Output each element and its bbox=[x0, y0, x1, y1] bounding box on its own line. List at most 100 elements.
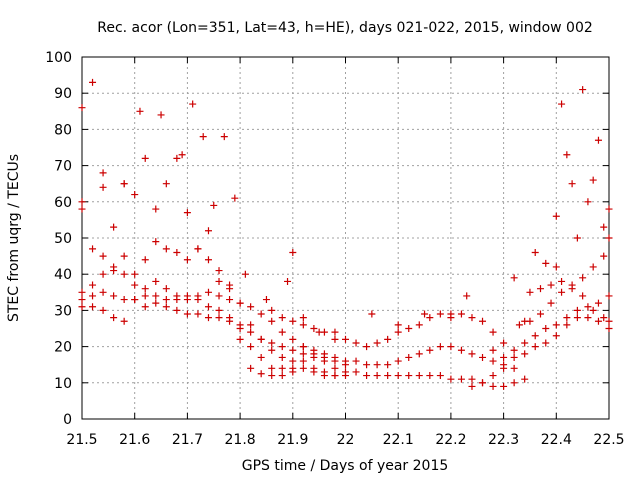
data-point bbox=[183, 310, 191, 318]
series-satellite-13 bbox=[526, 277, 613, 325]
data-point bbox=[536, 285, 544, 293]
data-point bbox=[500, 364, 508, 372]
data-point bbox=[299, 314, 307, 322]
data-point bbox=[89, 245, 97, 253]
data-point bbox=[415, 372, 423, 380]
data-point bbox=[78, 104, 86, 112]
data-point bbox=[194, 292, 202, 300]
data-point bbox=[489, 346, 497, 354]
data-point bbox=[489, 328, 497, 336]
data-point bbox=[552, 263, 560, 271]
data-point bbox=[547, 281, 555, 289]
data-point bbox=[236, 299, 244, 307]
data-point bbox=[542, 325, 550, 332]
data-point bbox=[568, 285, 576, 293]
data-point bbox=[110, 223, 118, 231]
y-tick-label: 0 bbox=[63, 412, 72, 428]
y-tick-label: 50 bbox=[54, 231, 72, 247]
data-point bbox=[331, 335, 339, 343]
data-point bbox=[247, 328, 255, 336]
data-point bbox=[500, 339, 508, 347]
data-point bbox=[552, 321, 560, 329]
data-point bbox=[89, 292, 97, 300]
data-point bbox=[363, 343, 371, 351]
x-tick-label: 22.1 bbox=[383, 432, 414, 448]
data-point bbox=[141, 154, 149, 162]
x-tick-label: 22.2 bbox=[435, 432, 466, 448]
data-point bbox=[447, 343, 455, 351]
data-point bbox=[141, 303, 149, 311]
data-point bbox=[289, 248, 297, 256]
data-point bbox=[536, 310, 544, 318]
data-point bbox=[99, 252, 107, 260]
data-point bbox=[573, 314, 581, 322]
data-point bbox=[241, 270, 249, 278]
data-point bbox=[215, 306, 223, 314]
data-point bbox=[436, 343, 444, 351]
axis-ticks bbox=[81, 56, 610, 420]
data-point bbox=[257, 370, 265, 378]
data-point bbox=[141, 285, 149, 293]
data-points bbox=[78, 78, 613, 390]
data-point bbox=[384, 361, 392, 369]
data-point bbox=[463, 292, 471, 300]
x-tick-label: 22 bbox=[337, 432, 355, 448]
data-point bbox=[436, 372, 444, 380]
data-point bbox=[194, 310, 202, 318]
data-point bbox=[531, 343, 539, 351]
data-point bbox=[236, 335, 244, 343]
data-point bbox=[426, 314, 434, 322]
data-point bbox=[526, 288, 534, 296]
data-point bbox=[542, 259, 550, 267]
data-point bbox=[457, 310, 465, 318]
data-point bbox=[405, 325, 413, 332]
data-point bbox=[278, 353, 286, 361]
data-point bbox=[510, 353, 518, 361]
x-tick-label: 21.9 bbox=[277, 432, 308, 448]
data-point bbox=[352, 357, 360, 365]
data-point bbox=[468, 350, 476, 358]
data-point bbox=[152, 277, 160, 285]
data-point bbox=[289, 357, 297, 365]
data-point bbox=[521, 375, 529, 383]
x-tick-label: 22.5 bbox=[593, 432, 624, 448]
data-point bbox=[199, 133, 207, 141]
data-point bbox=[331, 328, 339, 336]
chart-title: Rec. acor (Lon=351, Lat=43, h=HE), days … bbox=[97, 20, 593, 36]
data-point bbox=[299, 343, 307, 351]
data-point bbox=[415, 321, 423, 329]
data-point bbox=[421, 310, 429, 318]
data-point bbox=[342, 335, 349, 343]
data-point bbox=[247, 343, 255, 351]
series-satellite-7 bbox=[268, 306, 529, 358]
data-point bbox=[563, 321, 571, 329]
data-point bbox=[558, 100, 566, 108]
data-point bbox=[183, 256, 191, 264]
x-tick-label: 21.6 bbox=[119, 432, 150, 448]
data-point bbox=[584, 303, 592, 311]
series-satellite-14 bbox=[531, 314, 613, 351]
data-point bbox=[579, 86, 587, 94]
data-point bbox=[331, 353, 339, 361]
data-point bbox=[89, 281, 97, 289]
y-tick-labels: 0 10 20 30 40 50 60 70 80 90 100 bbox=[45, 50, 72, 428]
x-axis-title: GPS time / Days of year 2015 bbox=[242, 458, 449, 474]
data-point bbox=[278, 364, 286, 372]
data-point bbox=[510, 274, 518, 282]
data-point bbox=[204, 288, 212, 296]
data-point bbox=[394, 372, 402, 380]
data-point bbox=[162, 245, 170, 253]
data-point bbox=[526, 317, 534, 325]
data-point bbox=[215, 277, 223, 285]
data-point bbox=[162, 303, 170, 311]
series-satellite-4 bbox=[78, 296, 328, 365]
data-point bbox=[278, 343, 286, 351]
series-satellite-5 bbox=[78, 288, 349, 369]
data-point bbox=[162, 180, 170, 188]
data-point bbox=[268, 372, 276, 380]
data-point bbox=[299, 357, 307, 365]
data-point bbox=[558, 288, 566, 296]
data-point bbox=[310, 325, 318, 332]
data-point bbox=[120, 270, 128, 278]
y-tick-label: 60 bbox=[54, 195, 72, 211]
